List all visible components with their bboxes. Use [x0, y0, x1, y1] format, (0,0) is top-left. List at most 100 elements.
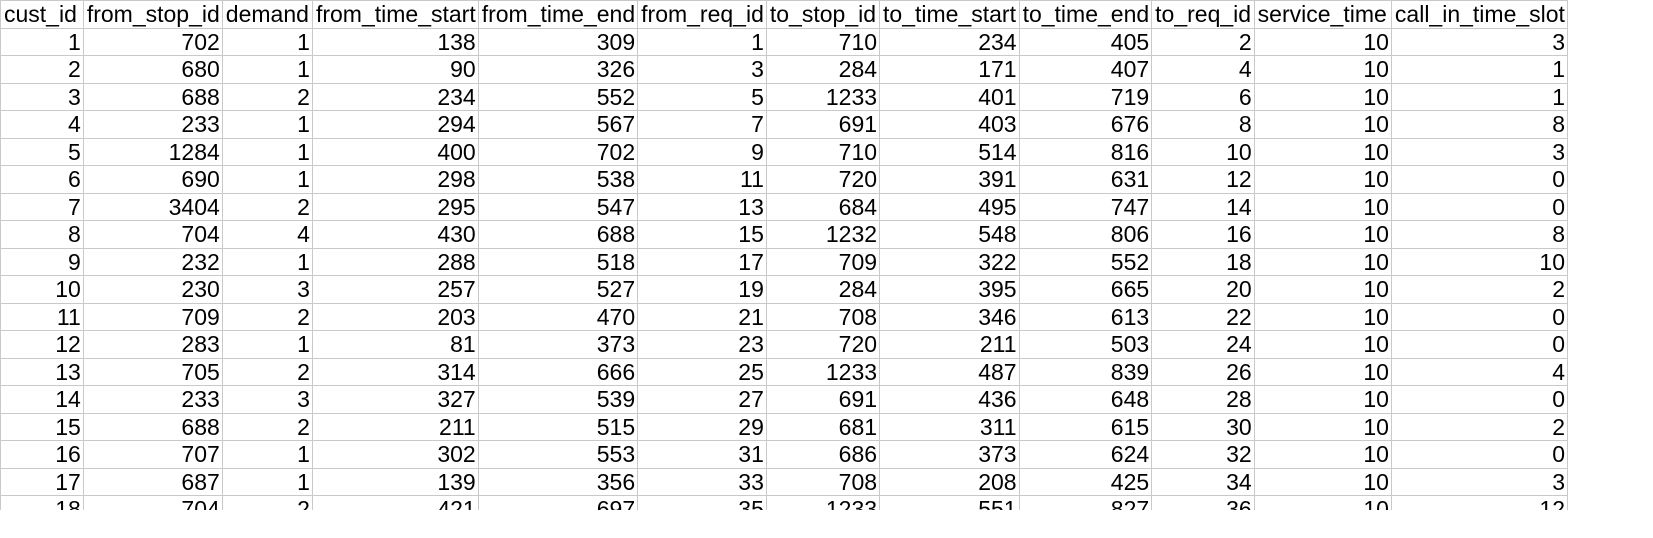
cell-from-time-start[interactable]: 294: [311, 110, 479, 139]
cell-to-req-id[interactable]: 4: [1151, 55, 1255, 84]
cell-from-time-end[interactable]: 702: [477, 137, 639, 166]
cell-call-in-time-slot[interactable]: 3: [1390, 467, 1568, 496]
cell-from-time-start[interactable]: 138: [311, 27, 479, 56]
column-header-from-stop-id[interactable]: from_stop_id: [82, 0, 223, 29]
cell-from-req-id[interactable]: 19: [637, 275, 767, 304]
cell-service-time[interactable]: 10: [1253, 275, 1392, 304]
cell-demand[interactable]: 1: [221, 165, 313, 194]
cell-call-in-time-slot[interactable]: 2: [1390, 412, 1568, 441]
cell-from-stop-id[interactable]: 1284: [82, 137, 223, 166]
column-header-to-time-start[interactable]: to_time_start: [879, 0, 1020, 29]
cell-call-in-time-slot[interactable]: 3: [1390, 137, 1568, 166]
cell-from-time-end[interactable]: 666: [477, 357, 639, 386]
cell-from-req-id[interactable]: 5: [637, 82, 767, 111]
cell-to-time-start[interactable]: 395: [879, 275, 1020, 304]
cell-from-req-id[interactable]: 15: [637, 220, 767, 249]
cell-service-time[interactable]: 10: [1253, 220, 1392, 249]
cell-call-in-time-slot[interactable]: 0: [1390, 165, 1568, 194]
cell-from-stop-id[interactable]: 232: [82, 247, 223, 276]
cell-service-time[interactable]: 10: [1253, 165, 1392, 194]
cell-from-time-start[interactable]: 203: [311, 302, 479, 331]
cell-from-req-id[interactable]: 31: [637, 440, 767, 469]
cell-from-time-end[interactable]: 518: [477, 247, 639, 276]
cell-from-stop-id[interactable]: 688: [82, 412, 223, 441]
cell-cust-id[interactable]: 12: [0, 330, 84, 359]
cell-from-time-end[interactable]: 515: [477, 412, 639, 441]
cell-from-stop-id[interactable]: 680: [82, 55, 223, 84]
cell-to-time-end[interactable]: 407: [1018, 55, 1153, 84]
cell-to-time-start[interactable]: 551: [879, 495, 1020, 510]
cell-cust-id[interactable]: 15: [0, 412, 84, 441]
cell-from-stop-id[interactable]: 233: [82, 385, 223, 414]
cell-from-stop-id[interactable]: 709: [82, 302, 223, 331]
cell-to-time-end[interactable]: 816: [1018, 137, 1153, 166]
cell-to-req-id[interactable]: 24: [1151, 330, 1255, 359]
column-header-from-req-id[interactable]: from_req_id: [637, 0, 767, 29]
cell-call-in-time-slot[interactable]: 1: [1390, 82, 1568, 111]
column-header-to-req-id[interactable]: to_req_id: [1151, 0, 1255, 29]
cell-from-time-end[interactable]: 553: [477, 440, 639, 469]
cell-to-stop-id[interactable]: 691: [765, 110, 881, 139]
cell-service-time[interactable]: 10: [1253, 55, 1392, 84]
cell-demand[interactable]: 2: [221, 82, 313, 111]
cell-from-req-id[interactable]: 17: [637, 247, 767, 276]
cell-from-stop-id[interactable]: 230: [82, 275, 223, 304]
cell-from-stop-id[interactable]: 705: [82, 357, 223, 386]
cell-to-req-id[interactable]: 14: [1151, 192, 1255, 221]
cell-to-time-start[interactable]: 322: [879, 247, 1020, 276]
cell-from-stop-id[interactable]: 3404: [82, 192, 223, 221]
cell-from-time-end[interactable]: 326: [477, 55, 639, 84]
cell-from-time-start[interactable]: 257: [311, 275, 479, 304]
cell-to-stop-id[interactable]: 720: [765, 330, 881, 359]
cell-from-time-end[interactable]: 567: [477, 110, 639, 139]
cell-cust-id[interactable]: 5: [0, 137, 84, 166]
cell-from-req-id[interactable]: 29: [637, 412, 767, 441]
cell-demand[interactable]: 1: [221, 137, 313, 166]
cell-to-time-start[interactable]: 373: [879, 440, 1020, 469]
column-header-to-time-end[interactable]: to_time_end: [1018, 0, 1153, 29]
cell-to-stop-id[interactable]: 710: [765, 27, 881, 56]
cell-from-stop-id[interactable]: 283: [82, 330, 223, 359]
cell-service-time[interactable]: 10: [1253, 110, 1392, 139]
column-header-to-stop-id[interactable]: to_stop_id: [765, 0, 881, 29]
cell-service-time[interactable]: 10: [1253, 330, 1392, 359]
cell-demand[interactable]: 1: [221, 440, 313, 469]
cell-to-stop-id[interactable]: 710: [765, 137, 881, 166]
cell-cust-id[interactable]: 2: [0, 55, 84, 84]
cell-service-time[interactable]: 10: [1253, 302, 1392, 331]
cell-from-time-end[interactable]: 373: [477, 330, 639, 359]
cell-from-time-start[interactable]: 421: [311, 495, 479, 510]
cell-service-time[interactable]: 10: [1253, 357, 1392, 386]
cell-cust-id[interactable]: 3: [0, 82, 84, 111]
cell-from-time-end[interactable]: 356: [477, 467, 639, 496]
cell-from-req-id[interactable]: 25: [637, 357, 767, 386]
cell-to-req-id[interactable]: 2: [1151, 27, 1255, 56]
cell-from-req-id[interactable]: 1: [637, 27, 767, 56]
cell-to-time-end[interactable]: 676: [1018, 110, 1153, 139]
cell-to-stop-id[interactable]: 708: [765, 467, 881, 496]
cell-from-time-start[interactable]: 327: [311, 385, 479, 414]
cell-demand[interactable]: 4: [221, 220, 313, 249]
cell-to-time-end[interactable]: 648: [1018, 385, 1153, 414]
cell-to-time-start[interactable]: 208: [879, 467, 1020, 496]
cell-to-time-end[interactable]: 665: [1018, 275, 1153, 304]
cell-service-time[interactable]: 10: [1253, 27, 1392, 56]
column-header-demand[interactable]: demand: [221, 0, 313, 29]
cell-cust-id[interactable]: 4: [0, 110, 84, 139]
cell-to-req-id[interactable]: 10: [1151, 137, 1255, 166]
cell-to-time-start[interactable]: 211: [879, 330, 1020, 359]
cell-service-time[interactable]: 10: [1253, 495, 1392, 510]
cell-from-stop-id[interactable]: 690: [82, 165, 223, 194]
cell-demand[interactable]: 2: [221, 357, 313, 386]
cell-from-stop-id[interactable]: 702: [82, 27, 223, 56]
cell-cust-id[interactable]: 11: [0, 302, 84, 331]
cell-from-req-id[interactable]: 23: [637, 330, 767, 359]
cell-to-stop-id[interactable]: 686: [765, 440, 881, 469]
cell-to-time-end[interactable]: 719: [1018, 82, 1153, 111]
cell-from-time-start[interactable]: 400: [311, 137, 479, 166]
cell-service-time[interactable]: 10: [1253, 467, 1392, 496]
cell-to-time-start[interactable]: 401: [879, 82, 1020, 111]
cell-service-time[interactable]: 10: [1253, 385, 1392, 414]
cell-from-time-start[interactable]: 430: [311, 220, 479, 249]
cell-to-req-id[interactable]: 34: [1151, 467, 1255, 496]
